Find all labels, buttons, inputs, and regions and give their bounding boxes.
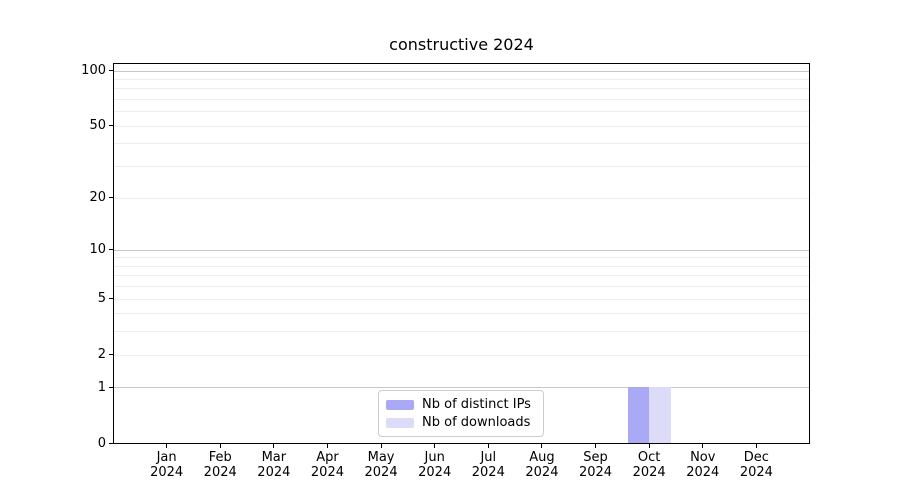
x-tick-label-month: Dec — [743, 449, 769, 465]
x-tick-label-jul: Jul 2024 — [456, 450, 520, 481]
x-tick-label-month: Jun — [424, 449, 445, 465]
y-tick-20 — [109, 197, 113, 199]
x-tick-dec — [755, 443, 757, 448]
x-tick-nov — [702, 443, 704, 448]
gridline-minor-70 — [113, 99, 810, 101]
gridline-minor-30 — [113, 166, 810, 168]
legend: Nb of distinct IPs Nb of downloads — [378, 390, 544, 437]
legend-label-distinct-ips: Nb of distinct IPs — [422, 397, 531, 412]
x-tick-label-may: May 2024 — [349, 450, 413, 481]
legend-swatch-distinct-ips — [386, 399, 414, 410]
x-tick-label-month: Nov — [690, 449, 716, 465]
gridline-minor-4 — [113, 313, 810, 315]
legend-item-downloads: Nb of downloads — [386, 415, 535, 430]
x-tick-label-month: Mar — [261, 449, 287, 465]
x-tick-jun — [434, 443, 436, 448]
plot-area — [113, 63, 810, 444]
x-tick-label-year: 2024 — [632, 465, 666, 480]
x-tick-oct — [648, 443, 650, 448]
x-tick-label-month: Sep — [583, 449, 608, 465]
gridline-minor-9 — [113, 257, 810, 259]
x-tick-label-dec: Dec 2024 — [724, 450, 788, 481]
y-tick-label-100: 100 — [81, 63, 106, 79]
bar-nb-of-downloads-oct — [649, 387, 671, 444]
legend-label-downloads: Nb of downloads — [422, 415, 531, 430]
x-tick-sep — [595, 443, 597, 448]
x-tick-label-oct: Oct 2024 — [617, 450, 681, 481]
y-tick-label-20: 20 — [89, 190, 106, 206]
gridline-minor-50 — [113, 125, 810, 127]
x-tick-label-jun: Jun 2024 — [403, 450, 467, 481]
x-tick-label-month: Jan — [156, 449, 177, 465]
gridline-major-100 — [113, 70, 810, 72]
x-tick-mar — [273, 443, 275, 448]
x-tick-label-feb: Feb 2024 — [188, 450, 252, 481]
y-tick-label-1: 1 — [97, 379, 106, 395]
x-tick-label-year: 2024 — [364, 465, 398, 480]
y-tick-label-2: 2 — [97, 347, 106, 363]
x-tick-apr — [326, 443, 328, 448]
gridline-minor-40 — [113, 143, 810, 145]
x-tick-label-sep: Sep 2024 — [564, 450, 628, 481]
gridline-minor-20 — [113, 197, 810, 199]
y-tick-0 — [109, 443, 113, 444]
chart-title: constructive 2024 — [389, 35, 534, 54]
y-tick-label-0: 0 — [97, 436, 106, 451]
gridline-minor-6 — [113, 286, 810, 288]
y-tick-10 — [109, 249, 113, 251]
y-tick-1 — [109, 386, 113, 388]
y-tick-5 — [109, 298, 113, 300]
x-tick-label-year: 2024 — [525, 465, 559, 480]
gridline-major-10 — [113, 249, 810, 251]
gridline-minor-7 — [113, 275, 810, 277]
x-tick-label-month: May — [367, 449, 395, 465]
x-tick-label-year: 2024 — [203, 465, 237, 480]
legend-swatch-downloads — [386, 417, 414, 428]
gridline-minor-60 — [113, 111, 810, 113]
x-tick-jul — [487, 443, 489, 448]
x-tick-label-jan: Jan 2024 — [135, 450, 199, 481]
gridline-minor-5 — [113, 298, 810, 300]
y-tick-label-10: 10 — [89, 242, 106, 258]
x-tick-label-year: 2024 — [739, 465, 773, 480]
x-tick-label-month: Aug — [529, 449, 555, 465]
bar-nb-of-distinct-ips-oct — [627, 387, 650, 444]
gridline-minor-2 — [113, 354, 810, 356]
x-tick-aug — [541, 443, 543, 448]
y-tick-label-50: 50 — [89, 118, 106, 134]
gridline-major-1 — [113, 387, 810, 389]
x-tick-label-month: Feb — [208, 449, 232, 465]
x-tick-label-year: 2024 — [418, 465, 452, 480]
x-tick-jan — [166, 443, 168, 448]
x-tick-label-mar: Mar 2024 — [242, 450, 306, 481]
x-tick-label-nov: Nov 2024 — [671, 450, 735, 481]
gridline-minor-90 — [113, 79, 810, 81]
y-tick-50 — [109, 125, 113, 127]
x-tick-feb — [219, 443, 221, 448]
x-tick-label-year: 2024 — [150, 465, 184, 480]
y-tick-100 — [109, 70, 113, 72]
x-tick-label-month: Jul — [480, 449, 497, 465]
x-tick-label-year: 2024 — [578, 465, 613, 480]
y-tick-2 — [109, 354, 113, 356]
gridline-minor-8 — [113, 265, 810, 267]
x-tick-label-aug: Aug 2024 — [510, 450, 574, 481]
x-tick-label-apr: Apr 2024 — [295, 450, 359, 481]
x-tick-label-month: Oct — [637, 449, 661, 465]
gridline-minor-80 — [113, 88, 810, 90]
x-tick-label-year: 2024 — [686, 465, 720, 480]
x-tick-label-year: 2024 — [471, 465, 505, 480]
legend-item-distinct-ips: Nb of distinct IPs — [386, 397, 535, 412]
x-tick-label-month: Apr — [316, 449, 339, 465]
x-tick-may — [380, 443, 382, 448]
x-tick-label-year: 2024 — [310, 465, 344, 480]
y-tick-label-5: 5 — [97, 291, 106, 307]
gridline-minor-3 — [113, 331, 810, 333]
x-tick-label-year: 2024 — [257, 465, 291, 480]
